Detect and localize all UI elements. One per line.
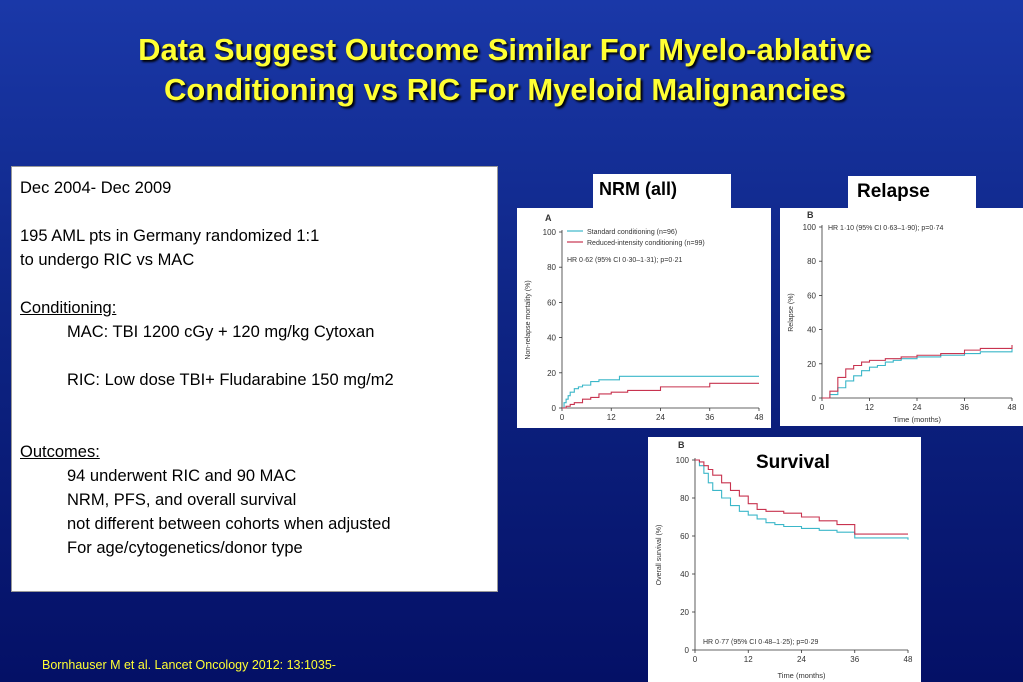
y-tick-label: 0	[685, 646, 690, 655]
x-tick-label: 12	[607, 413, 616, 422]
x-axis-label: Time (months)	[893, 415, 942, 424]
x-tick-label: 24	[797, 655, 806, 664]
outcome-4: For age/cytogenetics/donor type	[67, 539, 303, 557]
x-tick-label: 12	[865, 403, 874, 412]
y-tick-label: 60	[547, 298, 556, 307]
y-tick-label: 40	[807, 326, 816, 335]
series-line-1	[695, 459, 908, 535]
relapse-label: Relapse	[848, 176, 976, 208]
x-tick-label: 48	[1008, 403, 1017, 412]
nrm-label: NRM (all)	[593, 174, 731, 208]
outcome-1: 94 underwent RIC and 90 MAC	[67, 467, 297, 485]
x-tick-label: 36	[960, 403, 969, 412]
y-tick-label: 100	[676, 456, 690, 465]
x-tick-label: 36	[850, 655, 859, 664]
outcome-3: not different between cohorts when adjus…	[67, 515, 391, 533]
legend-entry: Standard conditioning (n=96)	[587, 229, 677, 236]
ric-regimen: RIC: Low dose TBI+ Fludarabine 150 mg/m2	[67, 371, 394, 389]
hr-annotation: HR 0·77 (95% CI 0·48–1·25); p=0·29	[703, 639, 818, 646]
outcome-2: NRM, PFS, and overall survival	[67, 491, 297, 509]
legend-entry: Reduced-intensity conditioning (n=99)	[587, 240, 705, 247]
y-tick-label: 60	[680, 532, 689, 541]
y-tick-label: 80	[680, 494, 689, 503]
x-tick-label: 48	[904, 655, 913, 664]
panel-letter: B	[807, 210, 814, 220]
y-tick-label: 20	[547, 369, 556, 378]
x-tick-label: 24	[656, 413, 665, 422]
series-line-1	[822, 344, 1013, 399]
nrm-chart-panel: 0 20 40 60 80 100 0 12 24 36 48 A Non-relapse mortal…	[517, 208, 771, 428]
mac-regimen: MAC: TBI 1200 cGy + 120 mg/kg Cytoxan	[67, 323, 375, 341]
y-axis-label: Non-relapse mortality (%)	[525, 280, 532, 359]
y-tick-label: 20	[807, 360, 816, 369]
relapse-chart-panel: 0 20 40 60 80 100 0 12 24 36 48 B Relapse (%) Time (m…	[780, 208, 1023, 426]
series-line-0	[695, 459, 909, 540]
y-tick-label: 100	[803, 223, 817, 232]
panel-letter: A	[545, 213, 552, 223]
y-tick-label: 0	[812, 394, 817, 403]
study-summary-box: Dec 2004- Dec 2009 195 AML pts in German…	[11, 166, 498, 592]
x-tick-label: 0	[693, 655, 698, 664]
slide-title: Data Suggest Outcome Similar For Myelo-a…	[0, 30, 1010, 110]
x-tick-label: 0	[560, 413, 565, 422]
y-axis-label: Relapse (%)	[788, 293, 795, 332]
y-tick-label: 80	[547, 263, 556, 272]
hr-annotation: HR 1·10 (95% CI 0·63–1·90); p=0·74	[828, 225, 943, 232]
citation: Bornhauser M et al. Lancet Oncology 2012…	[42, 658, 336, 672]
outcomes-heading: Outcomes:	[20, 443, 100, 461]
panel-letter: B	[678, 440, 685, 450]
survival-chart: 0 20 40 60 80 100 0 12 24 36 48 B Overall survival (…	[656, 440, 913, 680]
y-tick-label: 20	[680, 608, 689, 617]
series-line-1	[562, 382, 759, 409]
series-line-0	[562, 375, 759, 409]
title-line-2: Conditioning vs RIC For Myeloid Malignan…	[163, 72, 847, 107]
x-axis-label: Time (months)	[777, 671, 826, 680]
x-tick-label: 12	[744, 655, 753, 664]
y-tick-label: 80	[807, 257, 816, 266]
y-tick-label: 40	[547, 334, 556, 343]
x-tick-label: 36	[705, 413, 714, 422]
hr-annotation: HR 0·62 (95% CI 0·30–1·31); p=0·21	[567, 257, 682, 264]
survival-chart-panel: 0 20 40 60 80 100 0 12 24 36 48 B Overall survival (…	[648, 437, 921, 682]
x-tick-label: 48	[755, 413, 764, 422]
study-dates: Dec 2004- Dec 2009	[20, 179, 172, 197]
survival-label: Survival	[756, 452, 830, 473]
study-population: 195 AML pts in Germany randomized 1:1	[20, 227, 320, 245]
y-tick-label: 40	[680, 570, 689, 579]
y-axis-label: Overall survival (%)	[656, 525, 663, 586]
y-tick-label: 60	[807, 291, 816, 300]
x-tick-label: 24	[913, 403, 922, 412]
relapse-chart: 0 20 40 60 80 100 0 12 24 36 48 B Relapse (%) Time (m…	[788, 210, 1017, 424]
y-tick-label: 0	[552, 404, 557, 413]
y-tick-label: 100	[543, 228, 557, 237]
conditioning-heading: Conditioning:	[20, 299, 117, 317]
series-line-0	[822, 348, 1013, 399]
title-line-1: Data Suggest Outcome Similar For Myelo-a…	[138, 32, 872, 67]
nrm-chart: 0 20 40 60 80 100 0 12 24 36 48 A Non-relapse mortal…	[525, 213, 764, 422]
x-tick-label: 0	[820, 403, 825, 412]
study-randomization: to undergo RIC vs MAC	[20, 251, 195, 269]
